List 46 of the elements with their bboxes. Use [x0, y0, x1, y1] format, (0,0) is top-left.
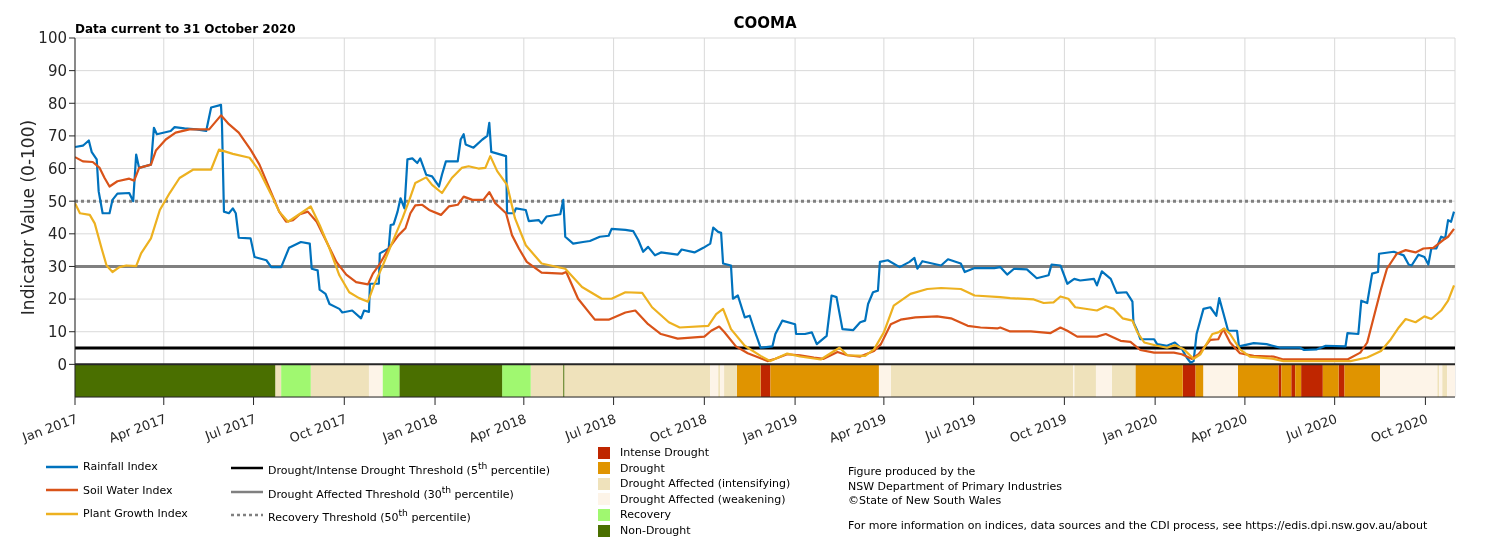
legend-label: Soil Water Index: [83, 483, 173, 497]
y-tick-label: 100: [38, 29, 67, 48]
y-tick-label: 60: [47, 159, 67, 178]
y-tick-label: 20: [47, 290, 67, 309]
chart-title: COOMA: [733, 14, 797, 32]
x-tick-label: Oct 2017: [287, 411, 349, 446]
legend-label: Drought: [620, 461, 665, 475]
legend-label: Drought Affected (weakening): [620, 492, 786, 506]
x-tick-label: Oct 2019: [1007, 411, 1069, 446]
x-tick-label: Jul 2018: [562, 411, 619, 444]
text: Data current to 31 October 2020: [75, 22, 296, 36]
x-tick-label: Jan 2019: [739, 411, 800, 446]
legend-label: Drought Affected (intensifying): [620, 477, 791, 491]
text: NSW Department of Primary Industries: [848, 479, 1063, 493]
x-tick-label: Oct 2020: [1368, 411, 1430, 446]
x-tick-label: Apr 2020: [1188, 411, 1250, 446]
y-tick-label: 30: [47, 257, 67, 276]
x-tick-label: Apr 2019: [827, 411, 889, 446]
text: ©State of New South Wales: [848, 494, 1002, 507]
x-tick-label: Jan 2017: [19, 411, 80, 446]
legend-label: Plant Growth Index: [83, 507, 188, 520]
legend-label: Recovery Threshold (50$^{th}$ percentile): [268, 507, 471, 524]
y-tick-label: 70: [47, 127, 67, 146]
x-tick-label: Jan 2020: [1099, 411, 1160, 446]
legend-label: Recovery: [620, 508, 672, 522]
legend-label: Intense Drought: [620, 446, 709, 459]
x-tick-label: Jul 2017: [202, 411, 258, 444]
x-tick-label: Oct 2018: [647, 411, 709, 446]
y-tick-label: 40: [47, 225, 67, 244]
y-tick-label: 10: [47, 323, 67, 342]
legend-label: Rainfall Index: [83, 460, 158, 473]
y-tick-label: 90: [47, 61, 67, 80]
legend-label: Drought/Intense Drought Threshold (5$^{th}$ percentile): [268, 460, 551, 477]
x-tick-label: Apr 2017: [106, 411, 169, 446]
x-tick-label: Jul 2019: [922, 411, 979, 444]
x-tick-label: Jul 2020: [1283, 411, 1340, 444]
text: Figure produced by the: [848, 465, 976, 478]
legend-label: Drought Affected Threshold (30$^{th}$ percentile): [268, 483, 514, 501]
x-tick-label: Jan 2018: [379, 411, 440, 446]
legend-label: Non-Drought: [620, 524, 691, 537]
y-tick-label: 0: [57, 355, 67, 374]
y-tick-label: 80: [47, 94, 67, 113]
y-axis-title: Indicator Value (0-100): [17, 119, 38, 316]
text: For more information on indices, data sources and the CDI process, see https://edis.dpi.nsw.gov.au/about: [848, 519, 1428, 532]
y-tick-label: 50: [47, 192, 67, 211]
x-tick-label: Apr 2018: [467, 411, 529, 446]
